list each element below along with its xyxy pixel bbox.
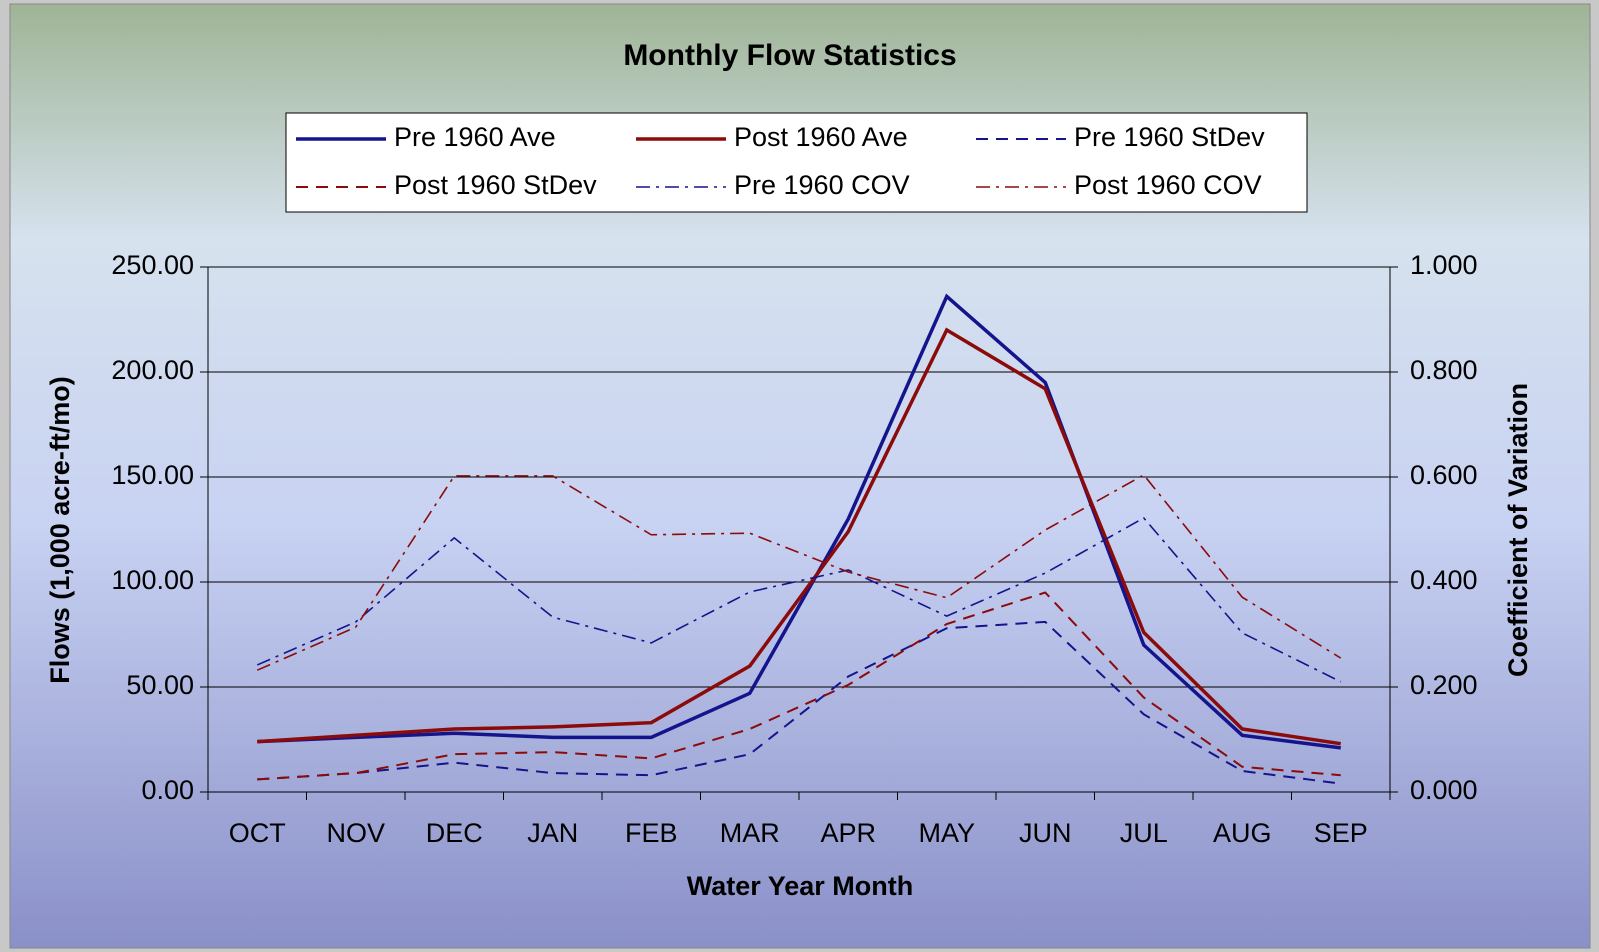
y-tick-label: 0.00 (141, 775, 194, 805)
series-line (256, 473, 1342, 671)
x-tick-label: JUL (1120, 818, 1168, 848)
x-tick-label: OCT (229, 818, 286, 848)
x-tick-label: SEP (1314, 818, 1368, 848)
y2-tick-label: 0.800 (1410, 355, 1478, 385)
x-tick-label: APR (820, 818, 876, 848)
y2-tick-label: 0.400 (1410, 565, 1478, 595)
x-tick-label: DEC (426, 818, 483, 848)
series-line (256, 516, 1342, 683)
legend-label: Pre 1960 COV (734, 170, 910, 200)
x-axis-title: Water Year Month (687, 871, 914, 901)
y-tick-label: 100.00 (111, 565, 194, 595)
y2-tick-label: 0.000 (1410, 775, 1478, 805)
chart-title: Monthly Flow Statistics (623, 39, 956, 72)
x-tick-label: JUN (1019, 818, 1072, 848)
y2-axis-title: Coefficient of Variation (1503, 383, 1533, 677)
x-tick-label: JAN (527, 818, 578, 848)
legend-label: Pre 1960 StDev (1074, 122, 1265, 152)
series-line (257, 327, 1342, 746)
legend (285, 112, 1308, 213)
legend-label: Post 1960 StDev (394, 170, 597, 200)
series-line (257, 591, 1341, 781)
y-tick-label: 250.00 (111, 250, 194, 280)
x-tick-label: MAY (918, 818, 975, 848)
y2-tick-label: 0.600 (1410, 460, 1478, 490)
legend-label: Pre 1960 Ave (394, 122, 556, 152)
y2-tick-label: 0.200 (1410, 670, 1478, 700)
legend-label: Post 1960 Ave (734, 122, 908, 152)
series-line (257, 620, 1341, 785)
y-axis-title: Flows (1,000 acre-ft/mo) (45, 376, 75, 684)
y-tick-label: 200.00 (111, 355, 194, 385)
x-tick-label: MAR (720, 818, 780, 848)
x-tick-label: FEB (625, 818, 678, 848)
x-tick-label: NOV (326, 818, 385, 848)
legend-label: Post 1960 COV (1074, 170, 1262, 200)
y-tick-label: 50.00 (126, 670, 194, 700)
series-line (257, 293, 1341, 750)
x-tick-label: AUG (1213, 818, 1272, 848)
y2-tick-label: 1.000 (1410, 250, 1478, 280)
y-tick-label: 150.00 (111, 460, 194, 490)
